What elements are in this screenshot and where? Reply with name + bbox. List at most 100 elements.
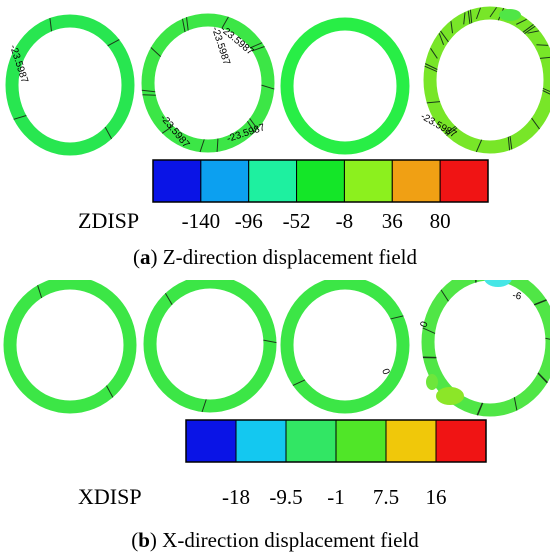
ring-shape [5,14,135,156]
panel-b-figure: 0 0 -6 XDISP -18 -9.5 -1 7.5 16 [3,280,550,509]
colorbar-segment [185,419,237,463]
contour-line [475,139,483,153]
contour-line [475,7,481,20]
contour-line [438,33,445,45]
contour-line [13,114,27,120]
contour-line [390,315,404,320]
contour-line [430,48,438,59]
caption-a-letter: a [140,245,151,269]
displacement-ring-3 [280,280,410,414]
contour-label: 0 [418,320,430,329]
ring-shape [3,280,137,414]
contour-line [527,30,539,34]
contour-line [509,136,513,150]
contour-line [531,117,540,130]
colorbar-tick-label: 7.5 [373,485,399,509]
contour-line [261,84,275,90]
displacement-ring-2 [143,280,277,413]
contour-line [424,63,438,70]
contour-line [37,285,43,299]
colorbar-tick-label: -8 [336,209,354,233]
contour-line [522,24,534,33]
contour-line [444,125,456,135]
colorbar-segment [285,419,337,463]
contour-line [107,39,120,47]
contour-line [534,299,547,306]
contour-line [476,402,483,416]
contour-line [186,17,189,31]
colorbar-segment [200,159,250,203]
colorbar-tick-label: 36 [382,209,403,233]
ring-shape [143,280,277,413]
contour-line [292,379,306,386]
colorbar-segment [152,159,202,203]
colorbar-segment [248,159,298,203]
contour-line [150,47,162,57]
colorbar-segment [296,159,345,203]
colorbar-tick-label: -18 [222,485,250,509]
contour-line [161,125,174,134]
contour-line [545,337,550,340]
ring-bulge [499,9,521,21]
ring-bulge [436,387,464,405]
contour-line [513,397,518,411]
caption-a-text: Z-direction displacement field [162,245,417,269]
contour-line [251,46,265,52]
contour-line [467,10,471,24]
contour-line [542,87,550,93]
contour-line [536,44,549,46]
colorbar-segment [435,419,487,463]
contour-line [507,136,511,151]
contour-label: -6 [511,290,522,302]
contour-line [537,372,548,383]
colorbar-segment [343,159,393,203]
caption-a: (a) Z-direction displacement field [133,245,417,269]
ring-shape [280,280,410,414]
displacement-ring-2 [141,13,275,153]
caption-b-letter: b [138,528,150,552]
contour-line [106,385,114,398]
ring-bulge [426,374,438,390]
contour-line [249,118,259,130]
contour-line [424,65,438,73]
caption-b-text: X-direction displacement field [162,528,419,552]
contour-line [440,289,449,302]
colorbar-segment [439,159,489,203]
colorbar [152,159,489,203]
colorbar-tick-label: -96 [235,209,263,233]
caption-b: (b) X-direction displacement field [131,528,419,552]
contour-line [249,42,263,49]
contour-line [537,372,548,384]
colorbar-tick-label: -52 [283,209,311,233]
colorbar-title: ZDISP [78,208,139,233]
contour-line [533,299,547,306]
colorbar-tick-label: -1 [327,485,345,509]
ring-shape [423,6,550,154]
contour-line [440,30,449,43]
contour-line [489,7,498,18]
colorbar-segment [235,419,287,463]
displacement-ring-4 [423,6,550,154]
ring-shape [280,17,410,155]
displacement-ring-1 [3,280,137,414]
displacement-ring-4 [421,280,550,417]
ring-shape [141,13,275,153]
displacement-ring-3 [280,17,410,155]
colorbar-segment [391,159,441,203]
colorbar-segment [385,419,437,463]
contour-line [469,9,473,24]
contour-line [463,12,466,25]
contour-line [516,18,527,25]
contour-line [216,138,219,152]
ring-shape [421,280,550,417]
contour-line [142,94,156,96]
contour-line [263,339,277,344]
colorbar-tick-label: -140 [182,209,221,233]
contour-line [426,101,441,104]
contour-line [164,292,173,306]
colorbar-segment [335,419,387,463]
colorbar-tick-label: 80 [430,209,451,233]
contour-line [201,399,207,413]
colorbar-tick-label: -9.5 [269,485,302,509]
displacement-ring-1 [5,14,135,156]
